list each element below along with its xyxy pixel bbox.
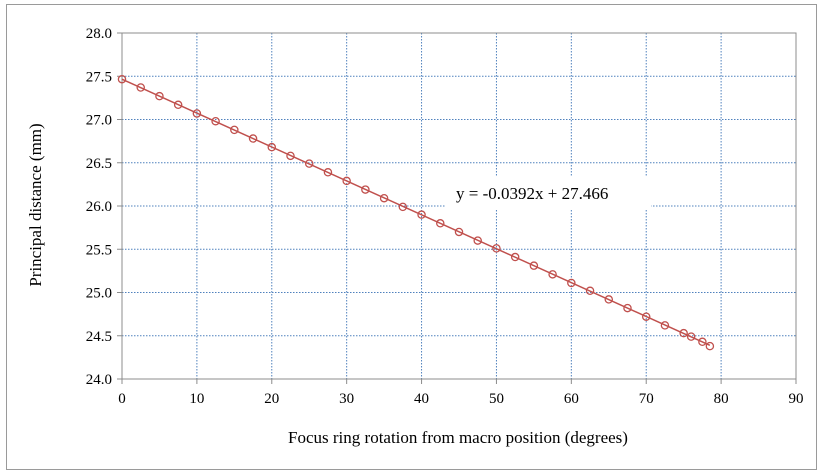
data-point	[529, 261, 539, 270]
data-point	[548, 270, 557, 279]
y-tick-labels: 24.0 24.5 25.0 25.5 26.0 26.5 27.0 27.5 28.0	[86, 26, 112, 388]
x-tick-label: 0	[118, 391, 126, 407]
trendline	[121, 78, 711, 347]
data-point	[155, 91, 164, 101]
data-point	[492, 244, 501, 253]
data-point	[705, 341, 715, 351]
data-point	[641, 312, 651, 321]
data-point	[585, 286, 595, 296]
y-tick-label: 28.0	[86, 26, 112, 42]
data-point	[304, 159, 314, 168]
data-point	[398, 202, 408, 212]
data-point	[230, 125, 239, 135]
data-point	[698, 337, 707, 347]
data-point	[660, 321, 670, 330]
data-point	[173, 100, 183, 110]
data-point	[211, 116, 220, 126]
data-point	[679, 328, 688, 338]
grid-lines	[122, 33, 796, 379]
y-tick-label: 27.0	[86, 113, 112, 129]
y-tick-label: 26.5	[86, 156, 112, 172]
y-tick-label: 25.0	[86, 286, 112, 302]
x-tick-label: 70	[639, 391, 654, 407]
y-tick-label: 24.0	[86, 372, 112, 388]
data-point	[117, 74, 127, 84]
equation-background	[446, 176, 651, 209]
data-point	[417, 210, 426, 219]
x-axis-title: Focus ring rotation from macro position …	[288, 428, 628, 447]
data-point	[604, 295, 614, 304]
series-layer	[117, 74, 715, 351]
data-point	[510, 252, 520, 262]
data-point	[436, 219, 445, 228]
plot-area-border	[117, 32, 797, 384]
data-point	[342, 176, 351, 186]
x-tick-label: 60	[564, 391, 579, 407]
x-tick-label: 50	[489, 391, 504, 407]
x-tick-label: 40	[414, 391, 429, 407]
data-point	[192, 109, 202, 118]
data-point	[267, 142, 277, 152]
x-tick-label: 90	[789, 391, 804, 407]
x-tick-labels: 0 10 20 30 40 50 60 70 80 90	[118, 391, 803, 407]
x-tick-label: 20	[264, 391, 279, 407]
data-point	[286, 151, 295, 161]
x-tick-label: 80	[714, 391, 729, 407]
x-tick-label: 10	[189, 391, 204, 407]
data-point	[248, 134, 258, 143]
data-point	[136, 83, 145, 92]
trendline-equation: y = -0.0392x + 27.466	[456, 184, 608, 203]
y-tick-label: 26.0	[86, 199, 112, 215]
data-point	[473, 236, 482, 245]
data-point	[623, 303, 632, 313]
data-point	[379, 193, 389, 203]
data-point	[323, 168, 333, 177]
data-point	[361, 185, 370, 194]
data-point	[454, 227, 464, 237]
chart-frame	[6, 4, 817, 470]
data-point	[567, 278, 576, 288]
y-axis-title: Principal distance (mm)	[26, 123, 45, 286]
y-tick-label: 25.5	[86, 242, 112, 258]
data-point	[686, 332, 696, 341]
y-tick-label: 27.5	[86, 69, 112, 85]
y-tick-label: 24.5	[86, 329, 112, 345]
x-tick-label: 30	[339, 391, 354, 407]
